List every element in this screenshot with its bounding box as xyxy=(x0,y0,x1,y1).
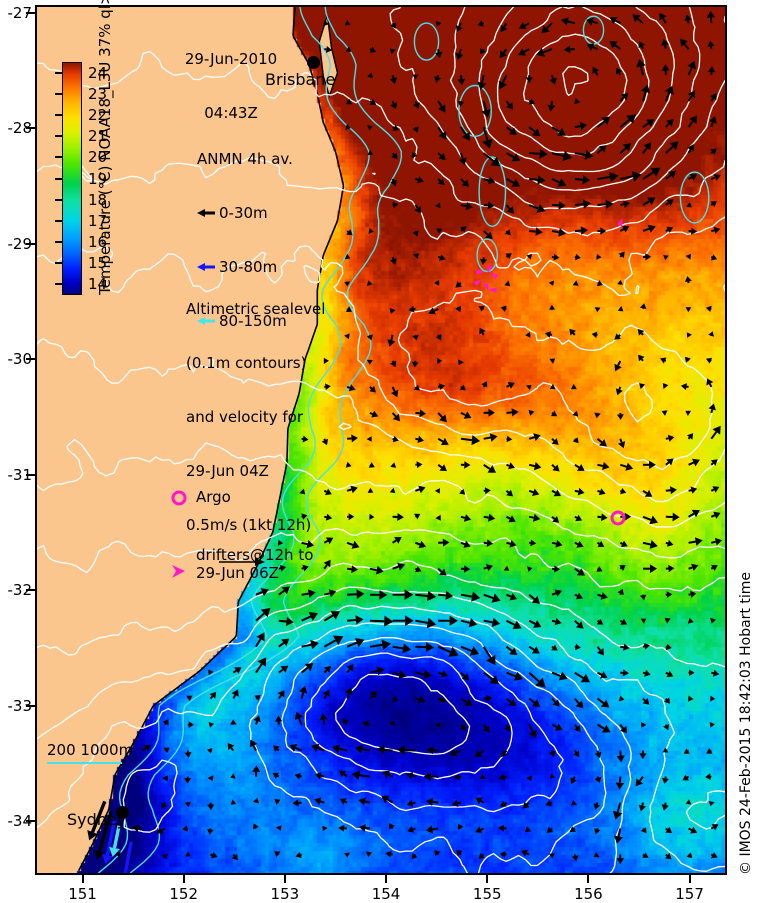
altimetry-line-1: Altimetric sealevel xyxy=(186,300,336,318)
colorbar-tick-23 xyxy=(55,93,62,95)
cloud-mask-outline-2 xyxy=(477,239,497,271)
x-tick-label-151: 151 xyxy=(60,885,106,903)
colorbar-gradient xyxy=(62,62,82,295)
y-tick-label--28: -28 xyxy=(0,119,32,137)
y-tick-label--34: -34 xyxy=(0,812,32,830)
ssh-contour--0.1 xyxy=(37,529,725,591)
ssh-contour--0.6 xyxy=(282,638,563,812)
city-label-brisbane: Brisbane xyxy=(265,70,335,89)
altimetry-line-3: and velocity for xyxy=(186,408,336,426)
argo-legend-label: Argo xyxy=(196,488,231,506)
ssh-contour--0.0 xyxy=(37,440,725,558)
ssh-contour--0.2 xyxy=(37,561,725,829)
y-tick-label--29: -29 xyxy=(0,235,32,253)
x-tick-label-156: 156 xyxy=(565,885,611,903)
map-plot-area[interactable] xyxy=(35,5,727,875)
anmn-legend-title: ANMN 4h av. xyxy=(197,150,317,168)
drifter-legend-line-2: 29-Jun 06Z xyxy=(196,564,279,582)
city-dot-brisbane xyxy=(307,56,320,69)
x-tick-label-153: 153 xyxy=(262,885,308,903)
ssh-contour-0.1 xyxy=(37,339,725,527)
drifter-marker-3 xyxy=(474,280,482,287)
argo-circle-icon xyxy=(170,489,188,507)
ssh-contour--0.4 xyxy=(37,606,631,874)
drifter-legend-line-1: drifters@12h to xyxy=(196,546,313,564)
drifter-marker-6 xyxy=(617,218,623,227)
y-tick-label--27: -27 xyxy=(0,4,32,22)
ssh-contour--0.8 xyxy=(336,674,470,754)
x-tick-label-154: 154 xyxy=(363,885,409,903)
cloud-mask-outline-3 xyxy=(414,23,438,60)
x-tick-156 xyxy=(587,874,589,883)
x-tick-151 xyxy=(82,874,84,883)
x-tick-label-157: 157 xyxy=(667,885,713,903)
drifter-marker-4 xyxy=(484,283,489,292)
colorbar-tick-24 xyxy=(55,72,62,74)
x-tick-155 xyxy=(486,874,488,883)
timestamp-date: 29-Jun-2010 xyxy=(172,50,290,68)
x-tick-157 xyxy=(689,874,691,883)
cloud-mask-outline-1 xyxy=(479,157,505,226)
drifter-marker-5 xyxy=(489,288,497,293)
x-tick-154 xyxy=(385,874,387,883)
x-tick-152 xyxy=(183,874,185,883)
drifter-legend-item: drifters@12h to 29-Jun 06Z xyxy=(170,546,320,586)
y-tick-label--30: -30 xyxy=(0,350,32,368)
ssh-contour-0.9 xyxy=(524,34,627,137)
scalebar-line xyxy=(47,762,122,764)
x-tick-153 xyxy=(284,874,286,883)
y-tick-label--31: -31 xyxy=(0,466,32,484)
y-tick-label--32: -32 xyxy=(0,581,32,599)
colorbar-tick-18 xyxy=(55,199,62,201)
cloud-mask-outline-4 xyxy=(680,172,708,223)
argo-legend-item: Argo xyxy=(170,488,320,508)
colorbar-tick-22 xyxy=(55,114,62,116)
scalebar-label: 200 1000m xyxy=(47,741,133,759)
colorbar-label: Temperature (°C) NOAA18_L3U 37% ql>=2 xyxy=(96,0,114,295)
colorbar-tick-15 xyxy=(55,262,62,264)
colorbar-tick-19 xyxy=(55,178,62,180)
x-tick-label-152: 152 xyxy=(161,885,207,903)
arrow-icon-0-30m xyxy=(197,206,217,220)
copyright-text: © IMOS 24-Feb-2015 18:42:03 Hobart time xyxy=(738,572,754,875)
argo-float-marker-0 xyxy=(612,512,624,524)
colorbar-tick-20 xyxy=(55,156,62,158)
anmn-legend-item-0: 0-30m xyxy=(197,204,317,222)
colorbar-tick-21 xyxy=(55,135,62,137)
colorbar-tick-14 xyxy=(55,283,62,285)
colorbar-tick-17 xyxy=(55,220,62,222)
ssh-contour--0.5 xyxy=(123,623,606,873)
anmn-legend-label-0: 0-30m xyxy=(219,204,268,222)
drifter-marker-2 xyxy=(490,272,498,279)
ssh-contour-0.4 xyxy=(37,52,725,422)
ssh-contour-1.0 xyxy=(563,67,588,96)
colorbar-tick-16 xyxy=(55,241,62,243)
float-legend: Argo drifters@12h to 29-Jun 06Z xyxy=(170,452,320,622)
x-tick-label-155: 155 xyxy=(464,885,510,903)
drifter-arrowhead-icon xyxy=(170,563,188,581)
vector-overlay-layer xyxy=(37,7,725,873)
y-tick-label--33: -33 xyxy=(0,697,32,715)
altimetry-line-2: (0.1m contours) xyxy=(186,354,336,372)
city-label-sydney: Sydney xyxy=(67,810,126,829)
